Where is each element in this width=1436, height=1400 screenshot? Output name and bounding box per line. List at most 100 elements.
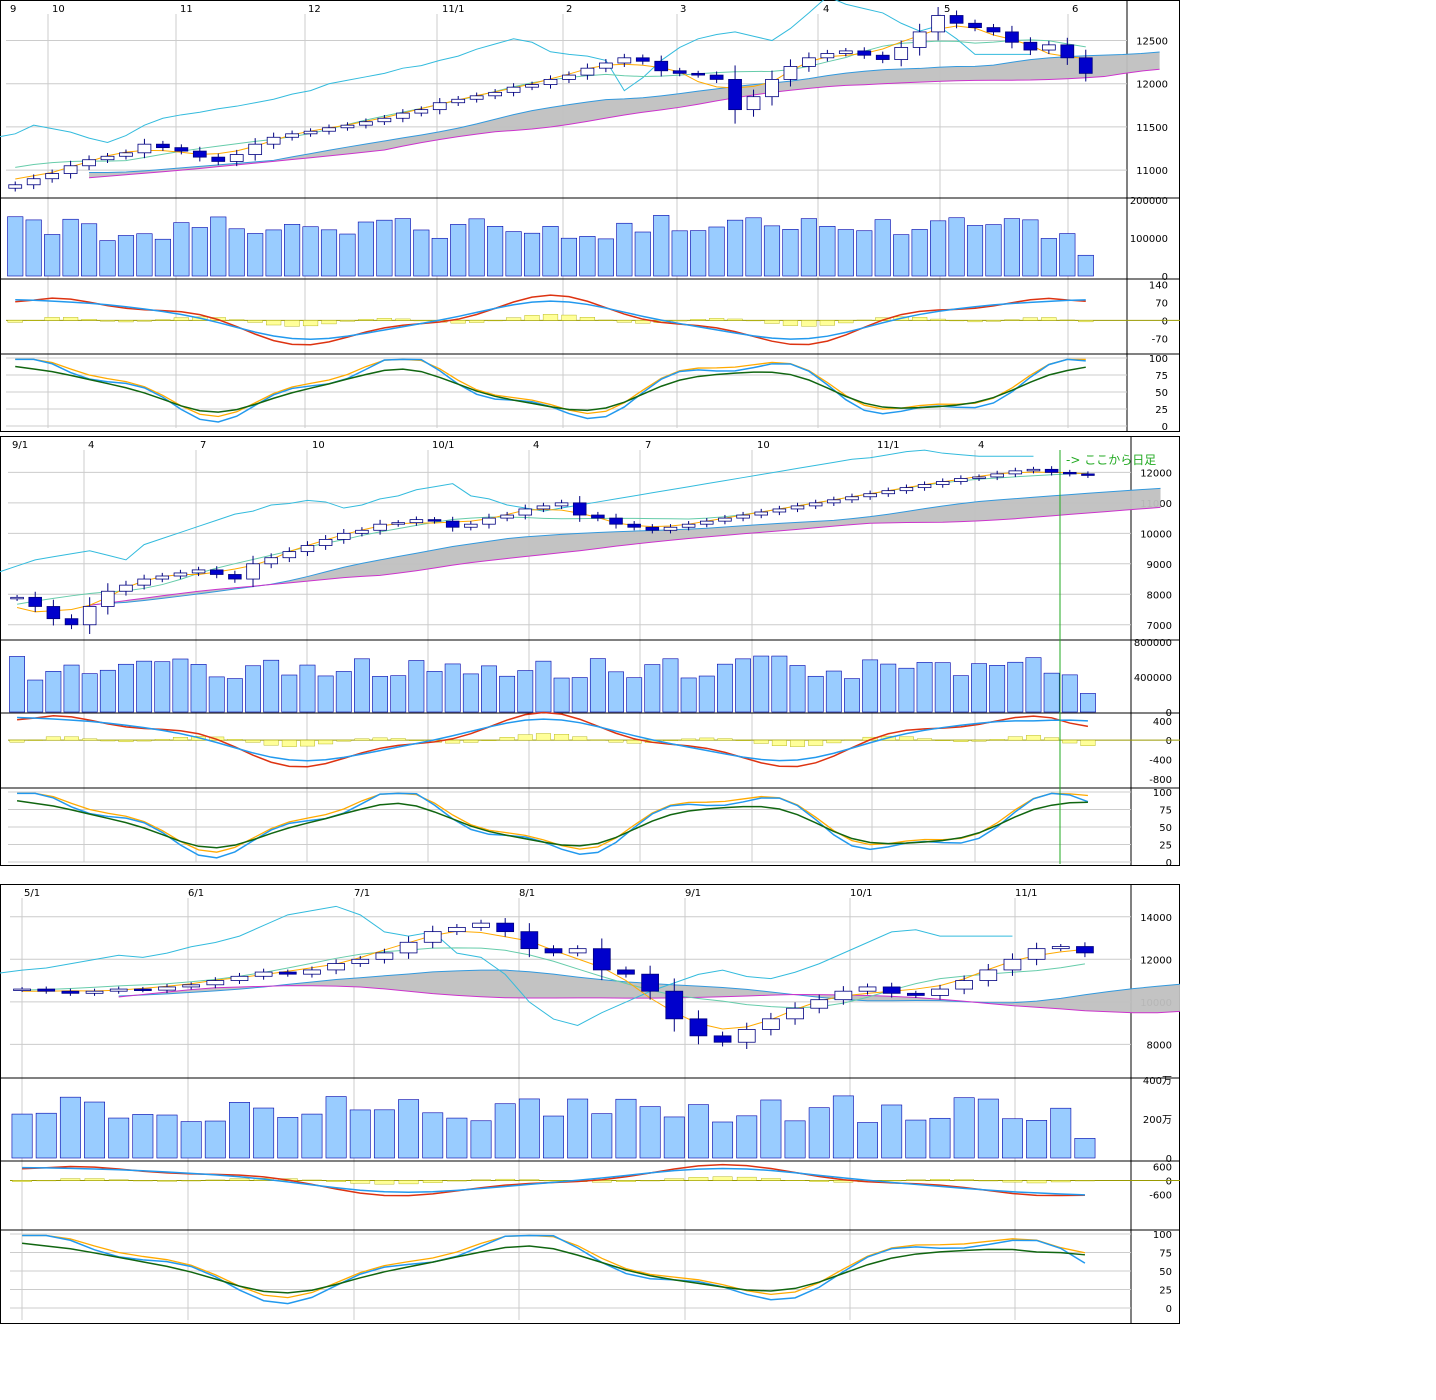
volume-tick-label: 200000 — [1130, 196, 1168, 207]
candle-body — [681, 523, 696, 528]
volume-bar — [35, 1112, 57, 1159]
macd-histogram-bar — [978, 1180, 999, 1182]
volume-bar — [245, 665, 261, 713]
volume-bar — [862, 659, 879, 713]
candle-body — [568, 948, 587, 954]
candle-body — [772, 508, 787, 513]
macd-histogram-bar — [535, 733, 551, 741]
stoch-tick-label: 75 — [1155, 371, 1168, 382]
ichimoku-cloud — [89, 488, 1161, 606]
candle-body — [414, 109, 429, 114]
stoch-tick-label: 25 — [1159, 1286, 1172, 1297]
candle-body — [254, 971, 273, 977]
chart-panel-3-svg: 5/1 6/1 7/1 8/1 9/1 10/1 11/1 14000 12000 100 0 0 80… — [0, 884, 1180, 1324]
volume-bar — [446, 1117, 468, 1159]
candle-body — [448, 926, 466, 933]
volume-bar — [99, 240, 116, 277]
volume-bar — [736, 1115, 758, 1159]
date-label: 7 — [200, 440, 206, 451]
volume-bar — [542, 226, 559, 277]
candle-body — [109, 988, 128, 992]
volume-bar — [844, 678, 860, 713]
candle-body — [488, 91, 502, 97]
macd-histogram-bar — [790, 739, 805, 747]
chart-panel-1-svg: 9 10 11 12 11/1 2 3 4 5 6 12500 12000 11500 11000 2000… — [0, 0, 1180, 432]
candle-body — [423, 931, 442, 943]
volume-bar — [325, 1096, 347, 1159]
macd-histogram-bar — [954, 1179, 975, 1181]
candle-body — [26, 178, 41, 186]
candle-body — [906, 992, 925, 996]
date-label: 11/1 — [442, 4, 464, 15]
candle-body — [155, 575, 170, 580]
candle-body — [1041, 44, 1056, 51]
candle-body — [158, 986, 176, 991]
stoch-tick-label: 100 — [1153, 1230, 1172, 1241]
chart-panel-2: 9/1471010/1471011/1412000110001000090008… — [0, 436, 1180, 866]
volume-bar — [462, 673, 479, 713]
macd-histogram-bar — [608, 739, 624, 743]
candle-body — [525, 84, 539, 88]
date-label: 9/1 — [12, 440, 28, 451]
stoch-slow-line — [16, 800, 1088, 849]
macd-histogram-bar — [413, 320, 429, 322]
chart-panel-2-svg: 9/1471010/1471011/1412000110001000090008… — [0, 436, 1180, 866]
volume-bar — [911, 229, 928, 277]
candle-body — [500, 514, 514, 519]
macd-histogram-bar — [688, 1177, 709, 1181]
candle-body — [206, 980, 225, 986]
macd-histogram-bar — [1059, 319, 1075, 321]
volume-bar — [567, 1098, 589, 1159]
candle-body — [451, 98, 466, 104]
macd-histogram-bar — [561, 314, 577, 321]
volume-bar — [208, 676, 225, 713]
volume-bar — [784, 1120, 806, 1159]
candle-body — [395, 112, 410, 119]
volume-bar — [671, 230, 688, 277]
macd-histogram-bar — [1080, 739, 1096, 746]
volume-bar — [84, 1101, 105, 1159]
candle-body — [28, 596, 42, 607]
volume-bar — [1077, 254, 1094, 277]
macd-histogram-bar — [336, 739, 352, 742]
volume-bar — [819, 225, 836, 277]
volume-bar — [644, 664, 661, 713]
date-label: 7/1 — [354, 888, 370, 899]
candle-body — [496, 922, 515, 933]
macd-histogram-bar — [616, 1180, 636, 1182]
price-tick-label: 8000 — [1147, 590, 1172, 601]
macd-histogram-bar — [819, 320, 835, 326]
macd-histogram-bar — [227, 739, 243, 741]
macd-histogram-bar — [635, 320, 651, 324]
candle-body — [46, 606, 61, 620]
volume-bar — [426, 671, 443, 713]
macd-histogram-bar — [809, 1180, 830, 1182]
candle-body — [931, 988, 949, 996]
macd-histogram-bar — [736, 1176, 757, 1181]
macd-histogram-bar — [672, 320, 688, 322]
macd-histogram-bar — [808, 739, 824, 746]
macd-tick-label: -70 — [1152, 334, 1168, 345]
candle-body — [882, 986, 901, 994]
candle-body — [881, 490, 896, 495]
volume-bar — [172, 658, 189, 713]
volume-bar — [11, 1113, 33, 1159]
macd-histogram-bar — [64, 736, 79, 741]
candle-body — [536, 505, 551, 510]
macd-histogram-bar — [626, 739, 642, 744]
macd-histogram-bar — [321, 320, 337, 325]
candle-body — [355, 529, 369, 534]
volume-bar — [481, 665, 497, 713]
macd-tick-label: 0 — [1166, 1176, 1172, 1187]
candle-body — [228, 574, 242, 580]
date-label: 10 — [52, 4, 65, 15]
volume-bar — [284, 224, 301, 277]
candle-body — [300, 545, 315, 553]
macd-histogram-bar — [801, 320, 817, 327]
volume-bar — [320, 229, 338, 277]
date-label: 11/1 — [1015, 888, 1037, 899]
volume-bar — [856, 230, 873, 277]
macd-histogram-bar — [735, 739, 751, 741]
volume-bar — [626, 677, 643, 713]
candle-body — [543, 79, 558, 85]
